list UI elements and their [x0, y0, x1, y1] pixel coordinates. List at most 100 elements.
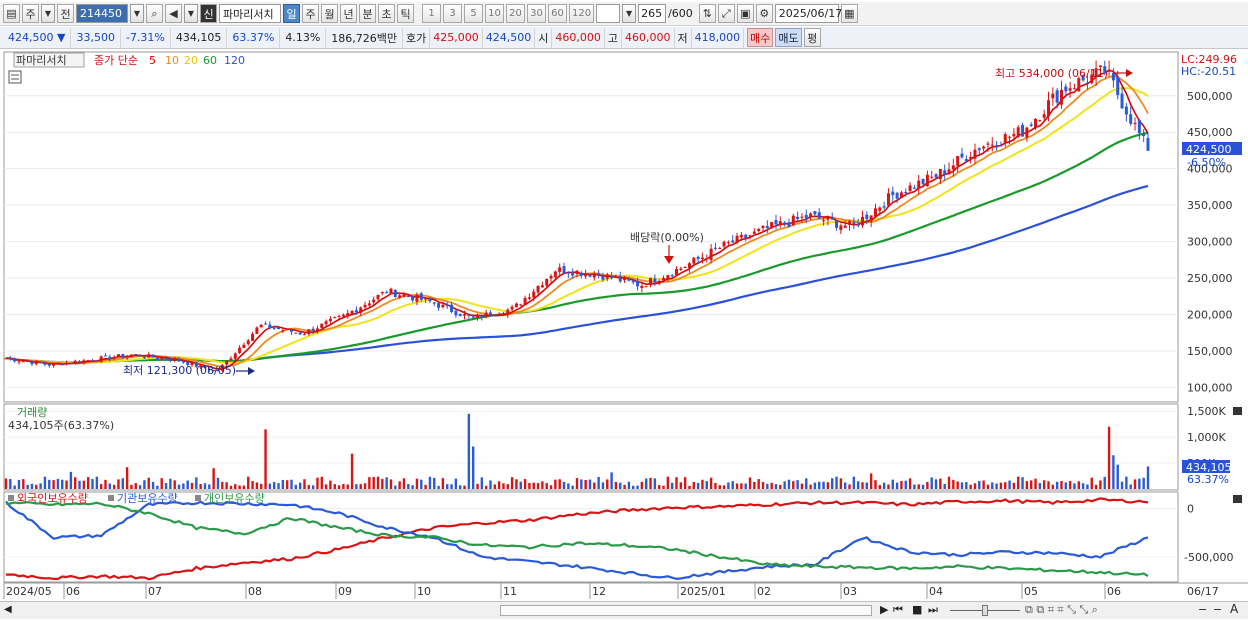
rewind-icon[interactable]: ⏮ [893, 603, 903, 616]
stop-icon[interactable]: ■ [912, 603, 923, 616]
tool-icon[interactable]: ⤢ [717, 4, 735, 23]
minus-icon[interactable]: − [1213, 603, 1223, 616]
font-size-icon[interactable]: A [1230, 602, 1239, 616]
save-icon[interactable]: ▣ [736, 4, 754, 23]
holdings-close-icon[interactable] [1233, 495, 1242, 503]
tab-tick[interactable]: 틱 [397, 4, 414, 23]
eval-button[interactable]: 평 [803, 28, 821, 47]
candle-body [545, 278, 549, 286]
interval-120[interactable]: 120 [569, 4, 595, 23]
volume-bar [450, 484, 453, 489]
date-input[interactable]: 2025/06/17 [774, 4, 842, 23]
legend-individual: 개인보유수량 [204, 492, 265, 505]
tab-minute[interactable]: 분 [359, 4, 376, 23]
volume-bar [35, 484, 38, 489]
volume-bar [679, 482, 683, 489]
volume-bar [554, 479, 557, 489]
volume-bar [826, 482, 830, 489]
view-icons[interactable]: ⧉ ⧉ ⌗ ⌗ ⤡ ⤡ ⌕ [1025, 603, 1098, 616]
current-price: 424,500 ▼ [3, 27, 72, 48]
price-tick-label: 450,000 [1187, 126, 1233, 139]
candle-body [506, 309, 510, 315]
volume-bar [69, 471, 73, 489]
interval-10[interactable]: 10 [485, 4, 504, 23]
mode-select[interactable]: 주 [22, 4, 39, 23]
candle-body [194, 362, 198, 367]
gear-icon[interactable]: ⚙ [755, 4, 773, 23]
volume-close-icon[interactable] [1233, 407, 1242, 415]
candle-body [82, 360, 86, 364]
scroll-thumb[interactable] [500, 605, 872, 616]
speaker-dropdown-icon[interactable]: ▼ [184, 4, 198, 23]
candle-body [56, 362, 60, 364]
volume-bar [952, 479, 955, 489]
candle-body [1111, 72, 1115, 81]
volume-bar [1081, 483, 1085, 489]
interval-dropdown-icon[interactable]: ▼ [622, 4, 637, 23]
count-input[interactable]: 265 [638, 4, 667, 23]
candle-body [134, 354, 138, 356]
scroll-right-icon[interactable]: ▶ [880, 603, 889, 616]
candle-body [1047, 100, 1051, 117]
interval-1[interactable]: 1 [422, 4, 441, 23]
candle-body [925, 174, 929, 187]
volume-bar [82, 480, 86, 489]
chart-scrollbar[interactable]: ◀ ▶ ⏮ ■ ⏭ ⧉ ⧉ ⌗ ⌗ ⤡ ⤡ ⌕ − − A [0, 601, 1248, 619]
custom-interval-field[interactable] [596, 4, 621, 23]
candle-body [908, 185, 912, 191]
candle-body [873, 208, 877, 217]
tab-week[interactable]: 주 [302, 4, 319, 23]
forward-icon[interactable]: ⏭ [928, 603, 938, 616]
tab-second[interactable]: 초 [378, 4, 395, 23]
candle-body [800, 216, 804, 218]
tab-year[interactable]: 년 [340, 4, 357, 23]
candle-body [592, 274, 596, 278]
prev-button[interactable]: 전 [57, 4, 74, 23]
tab-day[interactable]: 일 [283, 4, 300, 23]
candle-body [1059, 89, 1063, 105]
volume-bar [930, 477, 933, 489]
interval-3[interactable]: 3 [443, 4, 462, 23]
candle-body [999, 145, 1003, 147]
candle-body [796, 216, 800, 219]
stock-code-input[interactable]: 214450 [76, 4, 128, 23]
interval-5[interactable]: 5 [464, 4, 483, 23]
candle-body [865, 214, 869, 220]
zoom-slider-handle[interactable] [982, 605, 988, 616]
speaker-icon[interactable]: ◀ [165, 4, 182, 23]
interval-30[interactable]: 30 [527, 4, 546, 23]
candle-body [990, 144, 994, 146]
volume-bar [1025, 481, 1029, 489]
candle-body [103, 355, 107, 357]
volume-bar [39, 483, 42, 489]
candle-body [852, 221, 856, 224]
panel-toggle-icon[interactable] [8, 70, 22, 84]
volume-bar [480, 477, 484, 489]
buy-button[interactable]: 매수 [747, 28, 774, 47]
chart-area[interactable]: 500,000 450,000 400,000 350,000 300,000 250,0… [0, 50, 1248, 601]
mode-dropdown-icon[interactable]: ▼ [41, 4, 55, 23]
interval-20[interactable]: 20 [506, 4, 525, 23]
layout-icon[interactable]: ▤ [3, 4, 20, 23]
interval-60[interactable]: 60 [548, 4, 567, 23]
zoom-out-icon[interactable]: − [1198, 603, 1208, 616]
volume-bar [1047, 481, 1050, 489]
candle-body [341, 314, 345, 317]
stock-name-tab[interactable] [13, 52, 85, 68]
chart-type-icon[interactable]: ⇅ [698, 4, 716, 23]
volume-bar [272, 481, 276, 489]
calendar-icon[interactable]: ▦ [840, 4, 858, 23]
volume-bar [74, 477, 77, 489]
search-icon[interactable]: ⌕ [146, 4, 163, 23]
candle-body [657, 280, 661, 284]
candle-body [562, 266, 566, 274]
code-dropdown-icon[interactable]: ▼ [130, 4, 144, 23]
candle-body [367, 303, 371, 306]
candle-body [947, 169, 951, 175]
scroll-left-icon[interactable]: ◀ [4, 604, 12, 615]
volume-bar [1008, 480, 1011, 489]
sell-button[interactable]: 매도 [775, 28, 802, 47]
tab-month[interactable]: 월 [321, 4, 338, 23]
candle-body [700, 257, 704, 259]
candle-body [125, 355, 129, 358]
